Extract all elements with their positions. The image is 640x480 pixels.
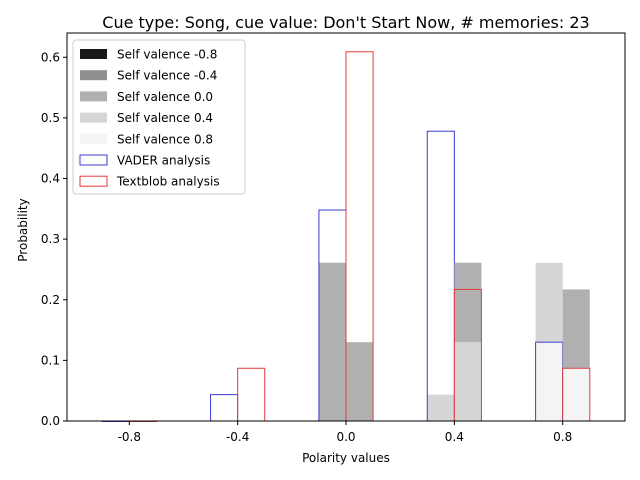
legend-label: VADER analysis [117, 154, 210, 168]
legend-label: Self valence 0.4 [117, 111, 213, 125]
y-tick-label: 0.0 [41, 414, 60, 428]
stack-bar [427, 394, 455, 421]
legend-swatch [80, 49, 107, 59]
stack-bar [346, 342, 374, 421]
x-axis-label: Polarity values [302, 451, 390, 465]
outline-bar [426, 130, 455, 422]
y-axis-ticks: 0.0 0.1 0.2 0.3 0.4 0.5 0.6 [41, 50, 67, 428]
legend-label: Self valence -0.8 [117, 48, 217, 62]
legend: Self valence -0.8 Self valence -0.4 Self v… [72, 39, 246, 195]
stack-bar [318, 262, 346, 421]
legend-label: Textblob analysis [116, 175, 220, 189]
y-axis-label: Probability [16, 198, 30, 261]
chart-title: Cue type: Song, cue value: Don't Start N… [102, 13, 589, 32]
legend-label: Self valence 0.0 [117, 90, 213, 104]
y-tick-label: 0.5 [41, 111, 60, 125]
legend-swatch [79, 175, 108, 187]
outline-bar [210, 394, 239, 422]
stack-bar [454, 342, 482, 421]
legend-label: Self valence -0.4 [117, 69, 217, 83]
legend-swatch [80, 112, 107, 123]
legend-swatch [79, 154, 108, 166]
stack-bar [535, 342, 563, 421]
stack-bar [562, 368, 590, 421]
y-tick-label: 0.3 [41, 232, 60, 246]
outline-bar [237, 367, 266, 422]
y-tick-label: 0.6 [41, 50, 60, 64]
x-tick-label: 0.4 [445, 430, 464, 444]
legend-swatch [80, 70, 107, 81]
y-tick-label: 0.1 [41, 353, 60, 367]
x-tick-label: 0.8 [553, 430, 572, 444]
y-tick-label: 0.4 [41, 172, 60, 186]
y-tick-label: 0.2 [41, 293, 60, 307]
legend-label: Self valence 0.8 [117, 132, 213, 146]
legend-frame [72, 39, 246, 195]
x-axis-ticks: -0.8 -0.4 0.0 0.4 0.8 [118, 421, 572, 444]
x-tick-label: -0.8 [118, 430, 141, 444]
x-tick-label: -0.4 [226, 430, 249, 444]
legend-swatch [80, 133, 107, 144]
legend-swatch [80, 91, 107, 102]
x-tick-label: 0.0 [336, 430, 355, 444]
